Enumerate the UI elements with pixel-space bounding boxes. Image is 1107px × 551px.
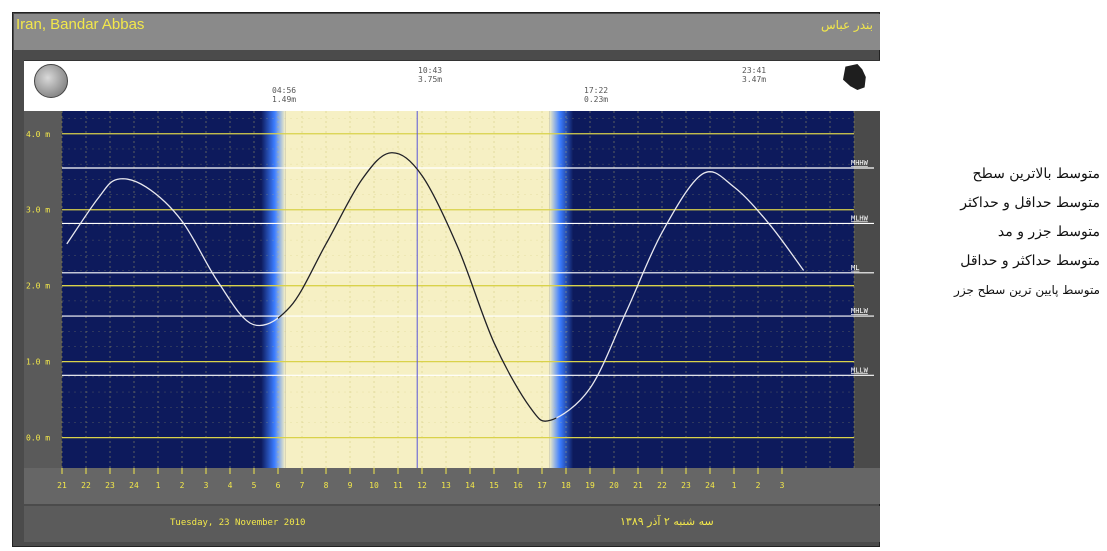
level-legend: متوسط بالاترین سطح متوسط حداقل و حداکثر … [880, 160, 1100, 305]
reference-label: MLLW [851, 366, 869, 374]
y-tick-label: 4.0 m [26, 130, 50, 139]
reference-label-panel [854, 111, 880, 468]
y-axis-panel [24, 111, 61, 468]
x-tick-label: 10 [369, 481, 379, 490]
dawn-band [261, 111, 286, 468]
x-tick-label: 15 [489, 481, 499, 490]
tide-event-2-time: 10:43 [418, 66, 443, 75]
x-tick-label: 23 [681, 481, 691, 490]
x-axis-panel [24, 468, 880, 504]
x-tick-label: 24 [129, 481, 139, 490]
location-title-en: Iran, Bandar Abbas [16, 16, 145, 33]
tide-event-4: 23:41 3.47m [742, 66, 766, 84]
x-tick-label: 2 [180, 481, 185, 490]
reference-label: MHHW [851, 159, 869, 167]
tide-event-1: 04:56 1.49m [272, 86, 296, 104]
x-tick-label: 5 [252, 481, 257, 490]
tide-event-3: 17:22 0.23m [584, 86, 608, 104]
x-tick-label: 2 [756, 481, 761, 490]
tide-event-2: 10:43 3.75m [418, 66, 442, 84]
x-tick-label: 13 [441, 481, 451, 490]
tide-event-1-height: 1.49m [272, 95, 297, 104]
reference-label: ML [851, 264, 859, 272]
tide-curve-day [278, 152, 557, 422]
tide-event-1-time: 04:56 [272, 86, 297, 95]
x-tick-label: 17 [537, 481, 547, 490]
dusk-band [549, 111, 574, 468]
legend-mllw: متوسط پایین ترین سطح جزر [954, 283, 1100, 297]
x-tick-label: 23 [105, 481, 115, 490]
tide-event-2-height: 3.75m [418, 75, 443, 84]
location-title-fa: بندر عباس [821, 18, 873, 32]
x-tick-label: 11 [393, 481, 403, 490]
x-tick-label: 21 [633, 481, 643, 490]
y-tick-label: 3.0 m [26, 206, 50, 215]
x-tick-label: 6 [276, 481, 281, 490]
x-tick-label: 12 [417, 481, 427, 490]
tide-event-3-height: 0.23m [584, 95, 609, 104]
tide-event-4-time: 23:41 [742, 66, 767, 75]
x-tick-label: 3 [780, 481, 785, 490]
tide-event-3-time: 17:22 [584, 86, 609, 95]
x-tick-label: 19 [585, 481, 595, 490]
footer-bar [24, 506, 880, 542]
title-bar [14, 14, 880, 50]
x-tick-label: 1 [156, 481, 161, 490]
legend-mhlw: متوسط حداکثر و حداقل [960, 253, 1100, 269]
tide-event-4-height: 3.47m [742, 75, 767, 84]
x-tick-label: 1 [732, 481, 737, 490]
y-tick-label: 2.0 m [26, 282, 50, 291]
footer-date-fa: سه شنبه ۲ آذر ۱۳۸۹ [620, 515, 714, 528]
x-tick-label: 16 [513, 481, 523, 490]
x-tick-label: 4 [228, 481, 233, 490]
x-tick-label: 3 [204, 481, 209, 490]
x-tick-label: 22 [81, 481, 91, 490]
footer-date-en: Tuesday, 23 November 2010 [170, 518, 306, 528]
legend-mhhw: متوسط بالاترین سطح [972, 166, 1100, 182]
legend-ml: متوسط جزر و مد [997, 224, 1100, 240]
x-tick-label: 18 [561, 481, 571, 490]
moon-phase-icon [34, 64, 68, 98]
y-tick-label: 0.0 m [26, 434, 50, 443]
x-tick-label: 8 [324, 481, 329, 490]
x-tick-label: 9 [348, 481, 353, 490]
x-tick-label: 21 [57, 481, 67, 490]
x-tick-label: 24 [705, 481, 715, 490]
x-tick-label: 7 [300, 481, 305, 490]
tide-events-bar [24, 60, 880, 112]
iran-map-icon [843, 64, 866, 90]
x-tick-label: 20 [609, 481, 619, 490]
y-tick-label: 1.0 m [26, 358, 50, 367]
reference-label: MHLW [851, 307, 869, 315]
reference-label: MLHW [851, 214, 869, 222]
legend-mlhw: متوسط حداقل و حداکثر [960, 195, 1100, 211]
x-tick-label: 14 [465, 481, 475, 490]
x-tick-label: 22 [657, 481, 667, 490]
